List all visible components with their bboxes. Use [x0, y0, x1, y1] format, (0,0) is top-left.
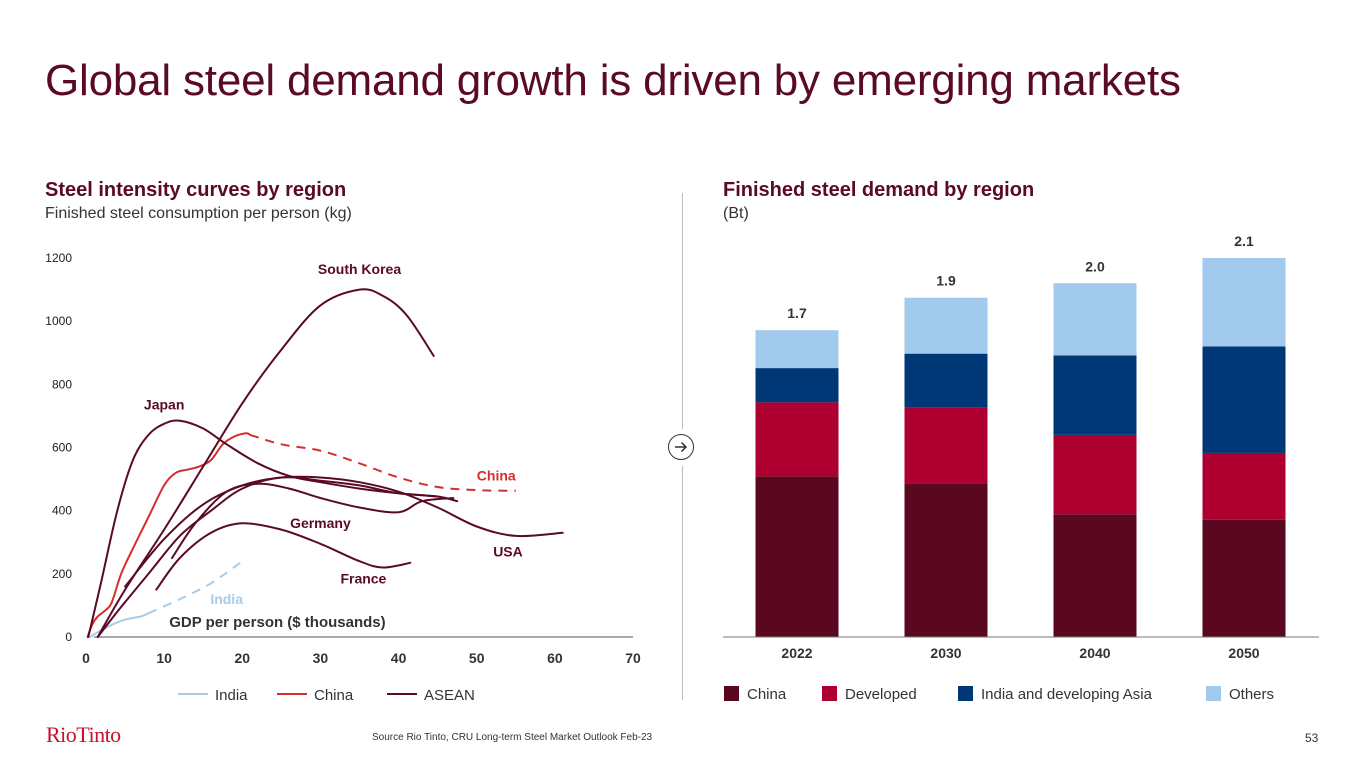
bar-segment-china	[1053, 514, 1137, 637]
legend-swatch-developed	[822, 686, 837, 701]
bar-segment-india-and-developing-asia	[1202, 346, 1286, 453]
legend-swatch-others	[1206, 686, 1221, 701]
series-line-usa	[124, 475, 564, 588]
annotation-japan: Japan	[144, 397, 184, 413]
annotation-usa: USA	[493, 543, 523, 559]
arrow-right-icon	[675, 441, 688, 453]
bar-stack-2050	[1202, 258, 1286, 637]
riotinto-logo: RioTinto	[46, 722, 121, 747]
bar-chart-title: Finished steel demand by region	[723, 179, 1035, 201]
x-axis-label: GDP per person ($ thousands)	[169, 614, 385, 631]
bar-segment-others	[1053, 283, 1137, 356]
y-tick-label: 1000	[45, 314, 72, 328]
legend-swatch-india-and-developing-asia	[958, 686, 973, 701]
series-line-germany	[171, 482, 455, 559]
y-tick-label: 200	[52, 567, 72, 581]
x-tick-label: 20	[234, 650, 250, 666]
annotation-germany: Germany	[290, 515, 351, 531]
series-line-china	[86, 432, 252, 638]
series-line-india	[88, 612, 150, 638]
x-tick-label: 2022	[781, 645, 812, 661]
bar-segment-others	[1202, 258, 1286, 347]
legend-label-asean: ASEAN	[424, 687, 475, 704]
bar-segment-india-and-developing-asia	[1053, 355, 1137, 435]
bar-segment-developed	[1053, 434, 1137, 515]
x-tick-label: 30	[313, 650, 329, 666]
divider-bottom	[682, 466, 683, 700]
divider-top	[682, 193, 683, 429]
bar-segment-others	[755, 330, 839, 369]
y-tick-label: 0	[65, 630, 72, 644]
annotation-south-korea: South Korea	[318, 261, 401, 277]
series-line-south-korea	[96, 288, 435, 638]
series-line-asean	[96, 476, 459, 638]
line-chart-subtitle: Finished steel consumption per person (k…	[45, 205, 352, 222]
series-line-japan	[87, 419, 439, 638]
arrow-right-circle-icon[interactable]	[668, 434, 694, 460]
annotation-china: China	[477, 468, 516, 484]
bar-segment-india-and-developing-asia	[904, 353, 988, 408]
x-tick-label: 60	[547, 650, 563, 666]
bar-segment-china	[755, 476, 839, 637]
bar-segment-others	[904, 297, 988, 354]
slide-title: Global steel demand growth is driven by …	[45, 56, 1181, 105]
series-line-india-projection	[148, 560, 243, 615]
bar-segment-developed	[1202, 452, 1286, 520]
y-tick-label: 1200	[45, 251, 72, 265]
bar-segment-developed	[904, 407, 988, 484]
series-line-france	[155, 522, 412, 591]
series-line-china-projection	[249, 433, 516, 492]
x-tick-label: 10	[156, 650, 172, 666]
bar-total-label: 2.1	[1234, 233, 1254, 249]
bar-segment-developed	[755, 402, 839, 477]
steel-intensity-line-chart: 0 200 400 600 800 1000 1200 0 10 20 30 40 50 60 70 So…	[45, 251, 641, 704]
bar-total-label: 1.7	[787, 305, 807, 321]
legend-label-developed: Developed	[845, 686, 917, 703]
y-tick-label: 800	[52, 377, 72, 391]
bar-stack-2040	[1053, 283, 1137, 637]
bar-segment-india-and-developing-asia	[755, 368, 839, 403]
x-tick-label: 2030	[930, 645, 961, 661]
annotation-france: France	[340, 570, 386, 586]
y-tick-label: 400	[52, 504, 72, 518]
bar-total-label: 2.0	[1085, 258, 1105, 274]
legend-label-china: China	[747, 686, 787, 703]
bar-segment-china	[904, 483, 988, 637]
bar-chart-subtitle: (Bt)	[723, 205, 749, 222]
x-tick-label: 0	[82, 650, 90, 666]
bar-stack-2030	[904, 297, 988, 637]
legend-label-india-and-developing-asia: India and developing Asia	[981, 686, 1153, 703]
bar-segment-china	[1202, 519, 1286, 637]
x-tick-label: 40	[391, 650, 407, 666]
x-tick-label: 2050	[1228, 645, 1259, 661]
legend-swatch-china	[724, 686, 739, 701]
line-chart-title: Steel intensity curves by region	[45, 179, 347, 201]
x-tick-label: 70	[625, 650, 641, 666]
source-note: Source Rio Tinto, CRU Long-term Steel Ma…	[372, 732, 653, 743]
x-tick-label: 2040	[1079, 645, 1110, 661]
bar-total-label: 1.9	[936, 273, 956, 289]
steel-demand-bar-chart: 1.7 2022 1.9 2030 2.0 2040 2.1 2050 China Develo…	[723, 233, 1319, 703]
page-number: 53	[1305, 731, 1319, 745]
legend-label-others: Others	[1229, 686, 1274, 703]
x-tick-label: 50	[469, 650, 485, 666]
bar-stack-2022	[755, 330, 839, 637]
annotation-india: India	[210, 591, 243, 607]
legend-label-china: China	[314, 687, 354, 704]
y-tick-label: 600	[52, 441, 72, 455]
legend-label-india: India	[215, 687, 248, 704]
